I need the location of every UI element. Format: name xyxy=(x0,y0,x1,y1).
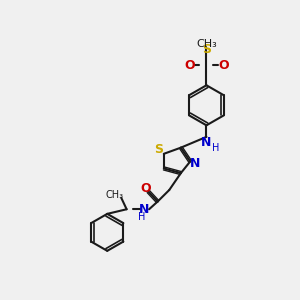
Text: H: H xyxy=(212,143,219,153)
Text: O: O xyxy=(184,59,195,72)
Text: O: O xyxy=(140,182,151,195)
Text: S: S xyxy=(202,44,211,56)
Text: H: H xyxy=(138,212,146,222)
Text: O: O xyxy=(218,59,229,72)
Text: N: N xyxy=(190,157,200,169)
Text: CH₃: CH₃ xyxy=(196,39,217,49)
Text: S: S xyxy=(154,143,163,157)
Text: CH₃: CH₃ xyxy=(106,190,124,200)
Text: N: N xyxy=(201,136,212,149)
Text: N: N xyxy=(139,203,150,216)
